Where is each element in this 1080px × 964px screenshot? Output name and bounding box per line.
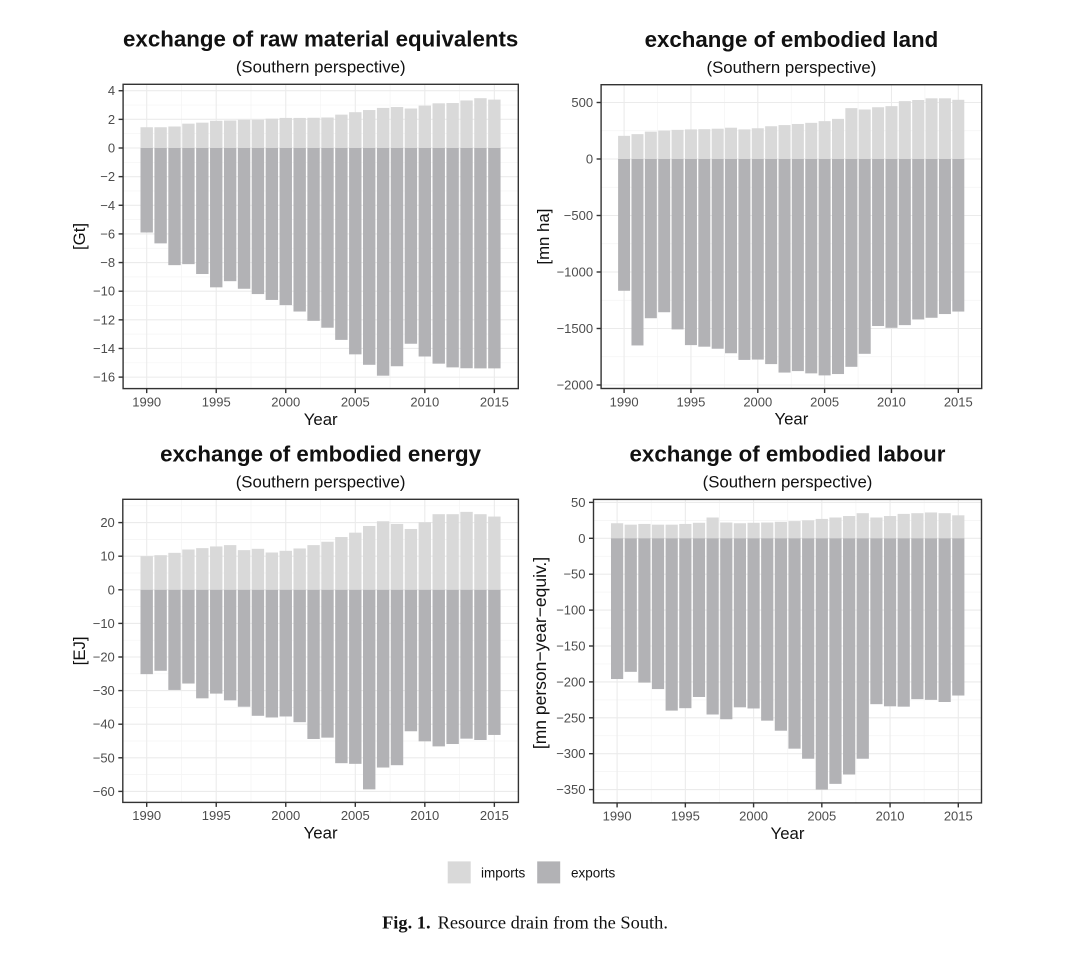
svg-text:2000: 2000 bbox=[743, 394, 772, 409]
svg-text:0: 0 bbox=[108, 582, 115, 597]
svg-text:2010: 2010 bbox=[410, 808, 439, 823]
svg-text:0: 0 bbox=[586, 152, 593, 167]
svg-text:−40: −40 bbox=[93, 717, 115, 732]
svg-text:Year: Year bbox=[304, 410, 338, 429]
svg-text:−200: −200 bbox=[556, 674, 585, 689]
svg-text:1990: 1990 bbox=[132, 808, 161, 823]
svg-text:exports: exports bbox=[571, 866, 616, 881]
svg-text:2015: 2015 bbox=[944, 809, 973, 824]
svg-text:−30: −30 bbox=[93, 683, 115, 698]
svg-text:−10: −10 bbox=[93, 284, 115, 299]
svg-text:(Southern perspective): (Southern perspective) bbox=[236, 58, 406, 77]
svg-text:−10: −10 bbox=[93, 616, 115, 631]
svg-text:2010: 2010 bbox=[877, 394, 906, 409]
svg-text:2005: 2005 bbox=[341, 394, 370, 409]
svg-text:Year: Year bbox=[771, 824, 805, 843]
svg-text:[mn person−year−equiv.]: [mn person−year−equiv.] bbox=[530, 557, 550, 749]
svg-text:−4: −4 bbox=[100, 198, 115, 213]
svg-text:2015: 2015 bbox=[480, 808, 509, 823]
svg-text:1995: 1995 bbox=[202, 808, 231, 823]
svg-text:−8: −8 bbox=[100, 255, 115, 270]
svg-text:50: 50 bbox=[571, 495, 585, 510]
svg-text:2005: 2005 bbox=[341, 808, 370, 823]
svg-text:2000: 2000 bbox=[739, 809, 768, 824]
svg-text:[EJ]: [EJ] bbox=[70, 636, 89, 665]
svg-text:Year: Year bbox=[304, 824, 338, 843]
svg-text:1995: 1995 bbox=[202, 394, 231, 409]
svg-text:2015: 2015 bbox=[480, 394, 509, 409]
svg-text:0: 0 bbox=[578, 531, 585, 546]
svg-text:−250: −250 bbox=[556, 710, 585, 725]
svg-text:Fig. 1.Resource drain from the: Fig. 1. Resource drain from the South. bbox=[382, 913, 668, 933]
svg-text:[mn ha]: [mn ha] bbox=[534, 209, 553, 265]
svg-text:exchange of embodied land: exchange of embodied land bbox=[645, 27, 939, 52]
svg-text:(Southern perspective): (Southern perspective) bbox=[236, 473, 406, 492]
svg-text:0: 0 bbox=[108, 141, 115, 156]
svg-text:−14: −14 bbox=[93, 341, 115, 356]
svg-text:1995: 1995 bbox=[676, 394, 705, 409]
svg-text:(Southern perspective): (Southern perspective) bbox=[703, 473, 873, 492]
svg-text:−2000: −2000 bbox=[557, 378, 594, 393]
svg-text:exchange of embodied labour: exchange of embodied labour bbox=[630, 442, 946, 467]
svg-text:−2: −2 bbox=[100, 169, 115, 184]
svg-text:−12: −12 bbox=[93, 312, 115, 327]
svg-text:2000: 2000 bbox=[271, 808, 300, 823]
svg-text:−16: −16 bbox=[93, 370, 115, 385]
svg-text:2010: 2010 bbox=[876, 809, 905, 824]
svg-text:−50: −50 bbox=[93, 750, 115, 765]
svg-text:500: 500 bbox=[571, 95, 593, 110]
svg-text:−350: −350 bbox=[556, 782, 585, 797]
svg-text:10: 10 bbox=[100, 549, 114, 564]
svg-text:−1000: −1000 bbox=[557, 265, 594, 280]
svg-text:2005: 2005 bbox=[807, 809, 836, 824]
svg-text:2015: 2015 bbox=[944, 394, 973, 409]
svg-text:20: 20 bbox=[100, 515, 114, 530]
svg-text:1990: 1990 bbox=[610, 394, 639, 409]
svg-text:[Gt]: [Gt] bbox=[70, 223, 89, 250]
svg-text:2010: 2010 bbox=[410, 394, 439, 409]
svg-text:−150: −150 bbox=[556, 639, 585, 654]
svg-text:−20: −20 bbox=[93, 650, 115, 665]
svg-text:Year: Year bbox=[774, 410, 808, 429]
svg-text:−300: −300 bbox=[556, 746, 585, 761]
svg-text:(Southern perspective): (Southern perspective) bbox=[707, 58, 877, 77]
svg-text:imports: imports bbox=[481, 866, 526, 881]
svg-text:−60: −60 bbox=[93, 784, 115, 799]
svg-text:1990: 1990 bbox=[603, 809, 632, 824]
svg-text:2005: 2005 bbox=[810, 394, 839, 409]
svg-text:1990: 1990 bbox=[132, 394, 161, 409]
svg-text:−100: −100 bbox=[556, 603, 585, 618]
svg-text:2000: 2000 bbox=[271, 394, 300, 409]
svg-text:−1500: −1500 bbox=[557, 321, 594, 336]
svg-text:4: 4 bbox=[108, 83, 115, 98]
svg-text:exchange of raw material equiv: exchange of raw material equivalents bbox=[123, 26, 518, 51]
svg-text:−6: −6 bbox=[100, 226, 115, 241]
svg-text:1995: 1995 bbox=[671, 809, 700, 824]
svg-text:−50: −50 bbox=[563, 567, 585, 582]
svg-text:2: 2 bbox=[108, 112, 115, 127]
svg-text:exchange of embodied energy: exchange of embodied energy bbox=[160, 441, 482, 466]
svg-text:−500: −500 bbox=[564, 208, 593, 223]
